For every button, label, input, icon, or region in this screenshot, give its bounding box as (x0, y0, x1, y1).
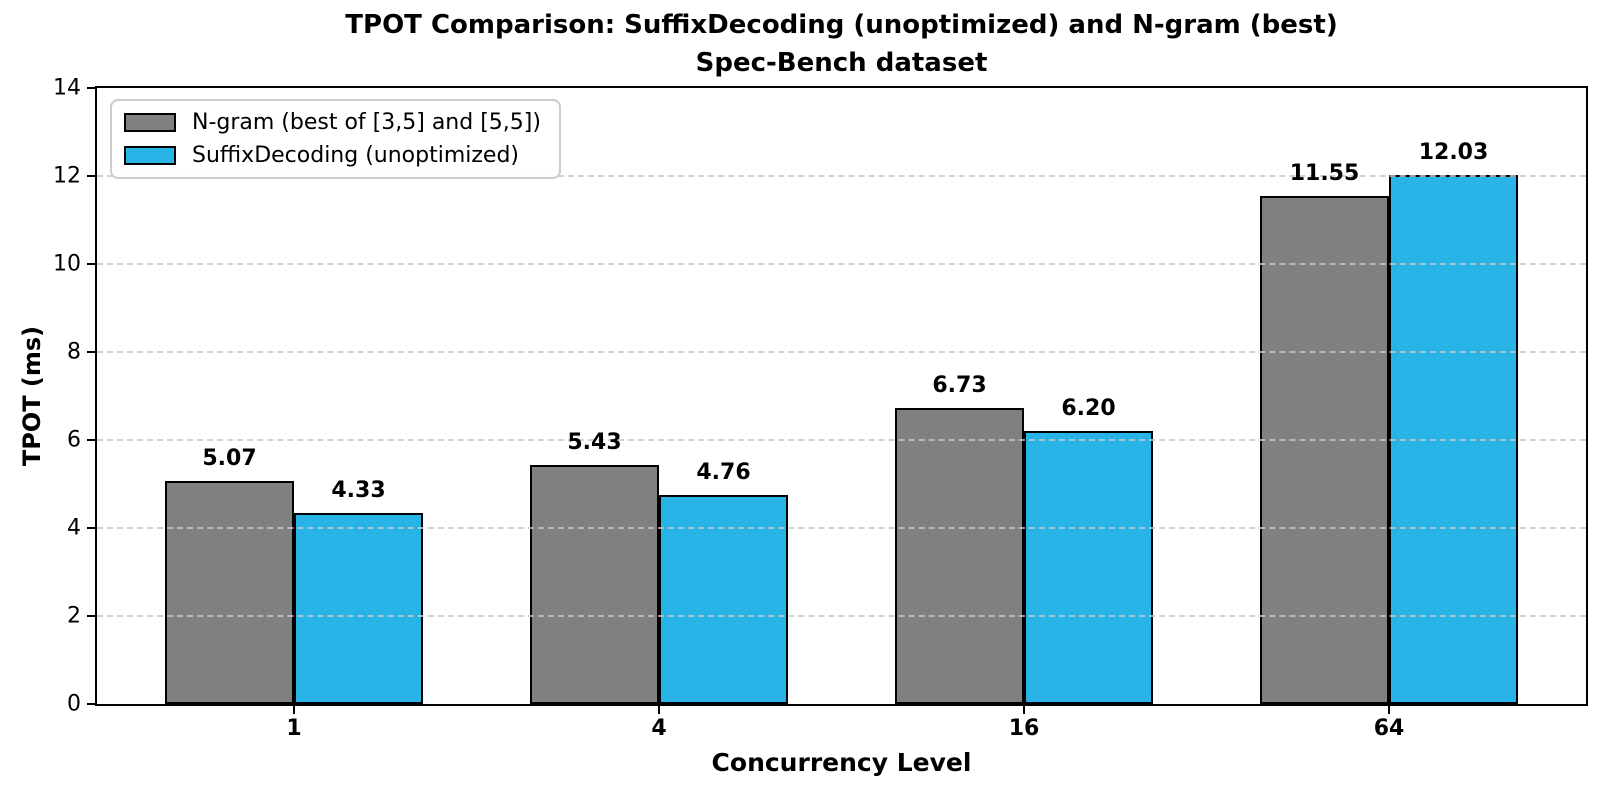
bar-ngram-c16 (895, 407, 1024, 704)
chart-title-line1: TPOT Comparison: SuffixDecoding (unoptim… (345, 10, 1338, 40)
value-label-ngram-c16: 6.73 (932, 372, 987, 398)
x-tick-label-64: 64 (1373, 716, 1405, 741)
y-tick-label-6: 6 (67, 427, 81, 453)
bar-suffixdecoding-c1 (294, 513, 423, 704)
x-tick-label-1: 1 (286, 716, 302, 741)
x-tick-label-16: 16 (1008, 716, 1040, 741)
chart-title: TPOT Comparison: SuffixDecoding (unoptim… (97, 6, 1586, 82)
y-tick-mark-8 (87, 351, 96, 353)
plot-area: 5.07 5.43 6.73 11.55 4.33 4.76 6.20 12.03 N-gra… (53, 76, 1588, 741)
y-tick-mark-0 (87, 703, 96, 705)
y-tick-mark-14 (87, 87, 96, 89)
y-tick-mark-12 (87, 175, 96, 177)
y-tick-mark-4 (87, 527, 96, 529)
legend-row-suffixdecoding: SuffixDecoding (unoptimized) (124, 143, 541, 168)
y-tick-label-8: 8 (67, 339, 81, 365)
legend-label-ngram: N-gram (best of [3,5] and [5,5]) (192, 110, 541, 135)
value-label-suffixdecoding-c16: 6.20 (1061, 396, 1116, 422)
value-label-suffixdecoding-c1: 4.33 (331, 478, 386, 504)
x-tick-mark-1 (293, 705, 295, 714)
x-tick-label-4: 4 (651, 716, 667, 741)
value-label-suffixdecoding-c64: 12.03 (1418, 139, 1489, 165)
y-tick-mark-2 (87, 615, 96, 617)
value-labels-layer: 5.07 5.43 6.73 11.55 4.33 4.76 6.20 12.03 (97, 88, 1586, 704)
y-tick-label-12: 12 (53, 163, 81, 189)
value-label-ngram-c64: 11.55 (1289, 160, 1360, 186)
bar-suffixdecoding-c4 (659, 494, 788, 704)
x-tick-mark-64 (1388, 705, 1390, 714)
legend-swatch-ngram (124, 113, 176, 132)
y-tick-mark-10 (87, 263, 96, 265)
y-tick-label-10: 10 (53, 251, 81, 277)
legend-swatch-suffixdecoding (124, 146, 176, 165)
value-label-ngram-c4: 5.43 (567, 430, 622, 456)
value-label-suffixdecoding-c4: 4.76 (696, 459, 751, 485)
bar-ngram-c1 (165, 480, 294, 704)
y-tick-label-2: 2 (67, 603, 81, 629)
legend: N-gram (best of [3,5] and [5,5]) SuffixD… (110, 99, 561, 179)
y-tick-label-4: 4 (67, 515, 81, 541)
x-tick-mark-4 (658, 705, 660, 714)
bars-layer (97, 88, 1586, 704)
y-tick-mark-6 (87, 439, 96, 441)
x-axis-label: Concurrency Level (711, 748, 972, 777)
bar-suffixdecoding-c16 (1024, 431, 1153, 704)
y-tick-label-14: 14 (53, 75, 81, 101)
value-label-ngram-c1: 5.07 (202, 445, 257, 471)
legend-label-suffixdecoding: SuffixDecoding (unoptimized) (192, 143, 520, 168)
chart-title-line2: Spec-Bench dataset (695, 48, 988, 78)
bar-ngram-c4 (530, 465, 659, 704)
y-axis-label: TPOT (ms) (18, 325, 46, 467)
bar-ngram-c64 (1260, 195, 1389, 704)
x-tick-mark-16 (1023, 705, 1025, 714)
legend-row-ngram: N-gram (best of [3,5] and [5,5]) (124, 110, 541, 135)
y-tick-label-0: 0 (67, 691, 81, 717)
